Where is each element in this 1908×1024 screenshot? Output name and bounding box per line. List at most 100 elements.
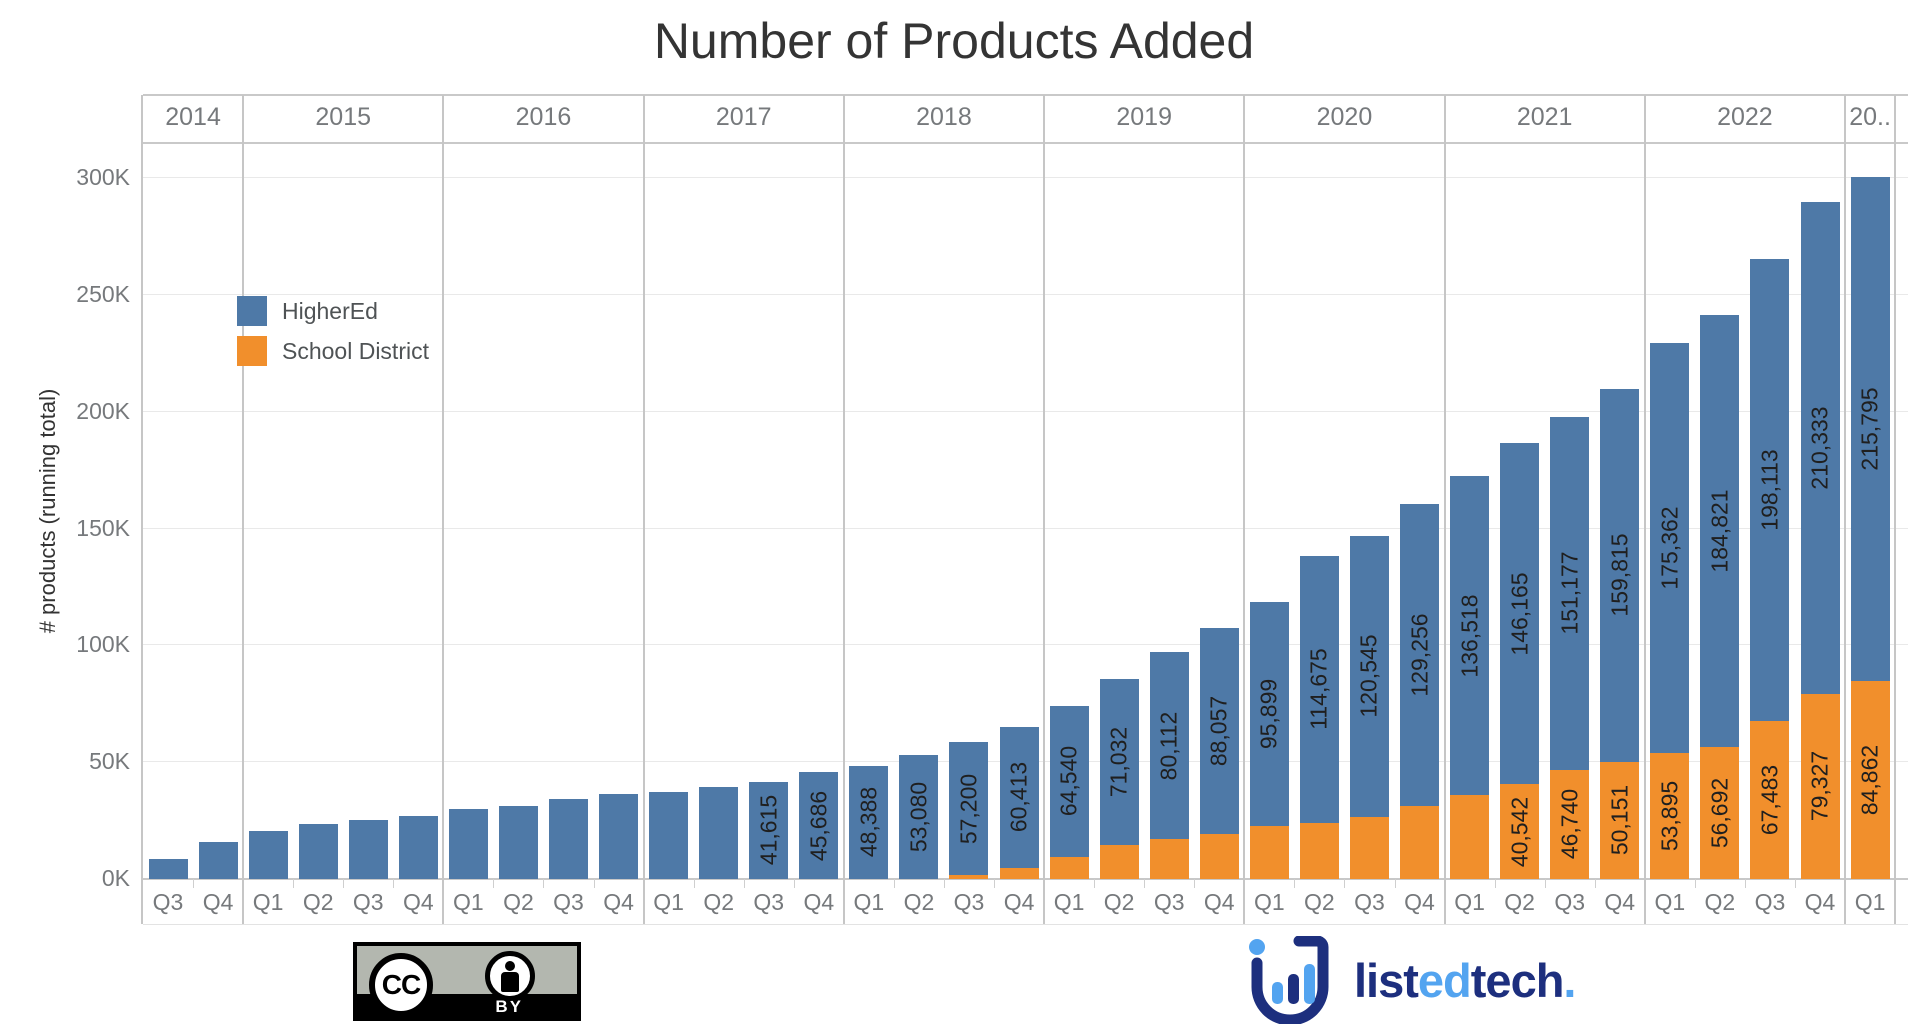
x-axis-quarter-label: Q3	[753, 889, 785, 915]
cc-by-text: BY	[495, 997, 523, 1016]
x-axis-quarter-label: Q4	[1003, 889, 1035, 915]
bar-segment-highered[interactable]	[248, 830, 288, 879]
x-axis-quarter-label: Q4	[1203, 889, 1235, 915]
cc-icon: CC	[369, 953, 433, 1017]
x-axis-quarter-label: Q3	[1354, 889, 1385, 915]
listedtech-wordmark: listedtech.	[1354, 953, 1576, 1007]
y-axis-tick-label: 0K	[101, 865, 130, 891]
x-axis-quarter-label: Q3	[1554, 889, 1586, 915]
bar-segment-highered[interactable]	[949, 741, 989, 876]
bar-segment-highered[interactable]	[1750, 258, 1790, 722]
x-axis-quarter-label: Q2	[503, 889, 534, 915]
bar-segment-highered[interactable]	[498, 805, 538, 879]
bar-segment-school-district[interactable]	[999, 867, 1039, 879]
bar-segment-highered[interactable]	[1800, 202, 1840, 694]
year-separator-line	[842, 95, 845, 924]
x-axis-quarter-label: Q2	[1504, 889, 1535, 915]
bar-segment-highered[interactable]	[649, 791, 689, 879]
bar-segment-school-district[interactable]	[1049, 856, 1089, 879]
bar-segment-school-district[interactable]	[1850, 680, 1890, 879]
bar-segment-highered[interactable]	[1650, 343, 1690, 754]
x-axis-quarter-label: Q1	[653, 889, 684, 915]
bar-segment-highered[interactable]	[599, 793, 639, 879]
bar-segment-highered[interactable]	[699, 787, 739, 879]
bar-segment-highered[interactable]	[1349, 535, 1389, 818]
x-axis-quarter-label: Q1	[1053, 889, 1085, 915]
quarter-tick	[543, 879, 545, 888]
legend-item-school-district[interactable]: School District	[237, 331, 429, 371]
bar-segment-school-district[interactable]	[1450, 795, 1490, 879]
bar-segment-highered[interactable]	[1249, 601, 1289, 826]
x-axis-quarter-label: Q4	[1804, 889, 1836, 915]
bar-segment-school-district[interactable]	[1349, 817, 1389, 879]
bar-segment-highered[interactable]	[549, 798, 588, 879]
bar-segment-highered[interactable]	[1550, 416, 1590, 770]
y-axis-tick-label: 100K	[76, 631, 130, 658]
quarter-tick	[743, 879, 745, 888]
legend-item-highered[interactable]: HigherEd	[237, 291, 429, 331]
listedtech-logo[interactable]: listedtech.	[1248, 936, 1576, 1024]
bar-segment-highered[interactable]	[799, 772, 839, 879]
bar-segment-highered[interactable]	[1500, 442, 1540, 785]
year-group-label: 2019	[1116, 103, 1172, 131]
bar-segment-highered[interactable]	[1400, 503, 1440, 806]
year-group-label: 2018	[916, 103, 972, 131]
x-axis-quarter-label: Q1	[853, 889, 885, 915]
bar-segment-school-district[interactable]	[1550, 769, 1590, 879]
year-group-label: 2021	[1516, 103, 1573, 131]
bar-segment-highered[interactable]	[1850, 176, 1890, 681]
plot-left-border	[141, 95, 143, 924]
bar-segment-highered[interactable]	[749, 781, 789, 879]
year-separator-line	[1894, 95, 1897, 924]
bar-segment-highered[interactable]	[1049, 706, 1089, 857]
bar-segment-school-district[interactable]	[1600, 761, 1640, 879]
bar-segment-highered[interactable]	[1299, 555, 1339, 824]
listedtech-shield-icon	[1249, 936, 1329, 1024]
bar-segment-highered[interactable]	[1600, 388, 1640, 762]
quarter-tick	[893, 879, 895, 888]
x-axis-quarter-label: Q3	[1153, 889, 1185, 915]
quarter-tick	[1694, 879, 1696, 888]
quarter-tick	[393, 879, 395, 888]
gridline	[143, 294, 1908, 295]
legend-label: HigherEd	[282, 297, 378, 324]
bar-segment-school-district[interactable]	[1099, 844, 1139, 879]
x-axis-quarter-label: Q1	[1253, 889, 1285, 915]
bar-segment-highered[interactable]	[1149, 652, 1189, 840]
bar-segment-school-district[interactable]	[1800, 693, 1840, 879]
bar-segment-highered[interactable]	[448, 809, 488, 879]
quarter-tick	[1144, 879, 1146, 888]
bar-segment-school-district[interactable]	[949, 875, 989, 879]
year-group-label: 2015	[315, 103, 372, 131]
bar-segment-school-district[interactable]	[1149, 839, 1189, 879]
bar-segment-school-district[interactable]	[1650, 753, 1690, 879]
bar-segment-highered[interactable]	[348, 819, 388, 879]
bar-segment-school-district[interactable]	[1500, 784, 1540, 879]
bar-segment-highered[interactable]	[148, 858, 188, 879]
cc-by-license-badge[interactable]: BY CC	[353, 942, 581, 1021]
bar-segment-school-district[interactable]	[1700, 746, 1740, 879]
bar-segment-highered[interactable]	[899, 755, 939, 879]
bar-segment-highered[interactable]	[1199, 627, 1239, 834]
bar-segment-school-district[interactable]	[1750, 721, 1790, 879]
bar-segment-highered[interactable]	[398, 815, 438, 879]
axis-bottom-line	[143, 924, 1908, 925]
quarter-tick	[1594, 879, 1596, 888]
bar-segment-highered[interactable]	[1700, 314, 1740, 747]
bar-segment-school-district[interactable]	[1400, 805, 1440, 879]
x-axis-quarter-label: Q4	[1604, 889, 1636, 915]
bar-segment-highered[interactable]	[999, 726, 1039, 868]
chart-legend: HigherEd School District	[237, 291, 429, 371]
bar-segment-highered[interactable]	[298, 824, 338, 879]
bar-segment-school-district[interactable]	[1299, 823, 1339, 879]
year-separator-line	[242, 95, 245, 924]
bar-segment-highered[interactable]	[849, 765, 889, 879]
year-group-label: 2017	[715, 103, 772, 131]
header-border-line	[143, 142, 1908, 144]
bar-segment-highered[interactable]	[1450, 476, 1490, 796]
bar-segment-highered[interactable]	[198, 841, 238, 879]
gridline	[143, 410, 1908, 412]
bar-segment-highered[interactable]	[1099, 678, 1139, 845]
bar-segment-school-district[interactable]	[1249, 825, 1289, 879]
bar-segment-school-district[interactable]	[1199, 833, 1239, 879]
